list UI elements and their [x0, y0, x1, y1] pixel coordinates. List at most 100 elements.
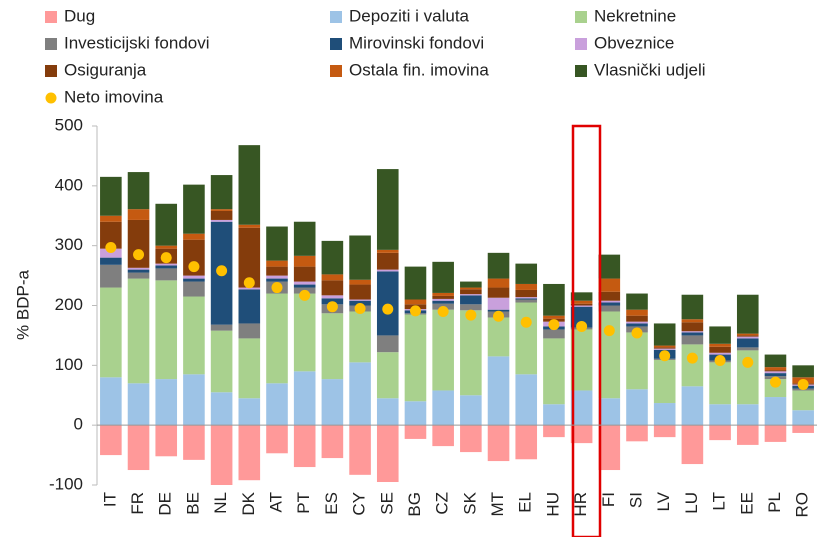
bar-segment — [210, 219, 233, 222]
bar-segment — [376, 269, 399, 272]
bar-segment — [432, 295, 454, 299]
bar-segment — [653, 345, 676, 348]
bar-segment — [570, 292, 593, 301]
x-tick-label: HR — [571, 492, 590, 517]
bar-segment — [460, 294, 482, 296]
bar-segment — [598, 398, 621, 426]
bar-segment — [266, 425, 288, 454]
bar-segment — [681, 386, 704, 426]
legend-label: Ostala fin. imovina — [349, 60, 489, 79]
legend-marker — [330, 38, 342, 50]
legend-marker — [575, 38, 587, 50]
bar-segment — [321, 240, 344, 275]
bar-segment — [100, 264, 122, 288]
bar-segment — [764, 354, 787, 368]
x-tick-label: PL — [765, 492, 784, 513]
x-tick-label: SE — [377, 492, 396, 515]
bar-segment — [764, 397, 787, 426]
bar-segment — [681, 335, 704, 345]
bar-segment — [183, 281, 205, 297]
bar-segment — [598, 425, 621, 471]
bar-segment — [210, 330, 233, 393]
bar-segment — [432, 261, 454, 293]
bar-segment — [543, 425, 565, 438]
bar-segment — [681, 425, 704, 465]
net-point — [243, 277, 255, 289]
bar-segment — [792, 410, 814, 426]
x-tick-label: DE — [156, 492, 175, 516]
bar-segment — [321, 313, 344, 380]
legend-marker — [330, 11, 342, 23]
bar-segment — [515, 299, 538, 303]
bar-segment — [210, 324, 233, 331]
bar-segment — [293, 425, 316, 468]
bar-segment — [404, 266, 427, 300]
bar-segment — [681, 332, 704, 336]
bar-segment — [736, 350, 759, 405]
legend-marker — [45, 65, 57, 77]
bar-segment — [321, 280, 344, 296]
legend-marker — [330, 65, 342, 77]
bar-segment — [100, 287, 122, 378]
bar-segment — [653, 348, 676, 350]
bar-segment — [681, 331, 704, 333]
net-point — [576, 320, 588, 332]
bar-segment — [570, 329, 593, 391]
bar-segment — [293, 281, 316, 285]
y-tick-label: 0 — [74, 415, 83, 434]
bar-segment — [321, 379, 344, 426]
bar-segment — [183, 425, 205, 460]
bar-segment — [349, 311, 371, 363]
bar-segment — [321, 274, 344, 281]
bar-segment — [155, 268, 178, 281]
bar-segment — [404, 425, 427, 439]
net-point — [105, 241, 117, 253]
net-point — [354, 302, 366, 314]
x-tick-label: ES — [322, 492, 341, 515]
bar-segment — [349, 284, 371, 300]
bar-segment — [293, 284, 316, 288]
bar-segment — [349, 235, 371, 280]
bar-segment — [238, 224, 261, 228]
bar-segment — [543, 329, 565, 339]
bar-segment — [515, 297, 538, 299]
bar-segment — [266, 260, 288, 267]
bar-segment — [736, 347, 759, 351]
bar-segment — [709, 362, 731, 405]
net-point — [133, 249, 145, 261]
bar-segment — [100, 221, 122, 249]
bar-segment — [598, 311, 621, 399]
bar-segment — [598, 302, 621, 306]
bar-segment — [155, 263, 178, 266]
bar-segment — [432, 300, 454, 304]
bar-segment — [100, 425, 122, 456]
x-tick-label: CY — [350, 492, 369, 516]
bar-segment — [432, 425, 454, 447]
net-point — [797, 378, 809, 390]
net-point — [465, 309, 477, 321]
bar-segment — [570, 303, 593, 306]
x-tick-label: BG — [405, 492, 424, 517]
bar-segment — [626, 293, 648, 310]
bar-segment — [681, 344, 704, 387]
bar-segment — [432, 390, 454, 426]
bar-segment — [543, 315, 565, 319]
bar-segment — [127, 219, 150, 268]
bar-segment — [626, 323, 648, 327]
y-tick-label: 200 — [55, 295, 83, 314]
y-tick-label: 300 — [55, 235, 83, 254]
bar-segment — [349, 362, 371, 426]
y-tick-label: 500 — [55, 115, 83, 134]
highlight-box — [571, 124, 602, 537]
bar-segment — [764, 371, 787, 374]
net-point — [160, 252, 172, 264]
bar-segment — [210, 175, 233, 210]
bar-segment — [598, 254, 621, 279]
bar-segment — [570, 425, 593, 444]
bar-segment — [376, 425, 399, 483]
bar-segment — [681, 322, 704, 332]
bar-segment — [626, 309, 648, 316]
bar-segment — [598, 291, 621, 301]
bar-segment — [792, 425, 814, 433]
legend-label: Obveznice — [594, 33, 674, 52]
